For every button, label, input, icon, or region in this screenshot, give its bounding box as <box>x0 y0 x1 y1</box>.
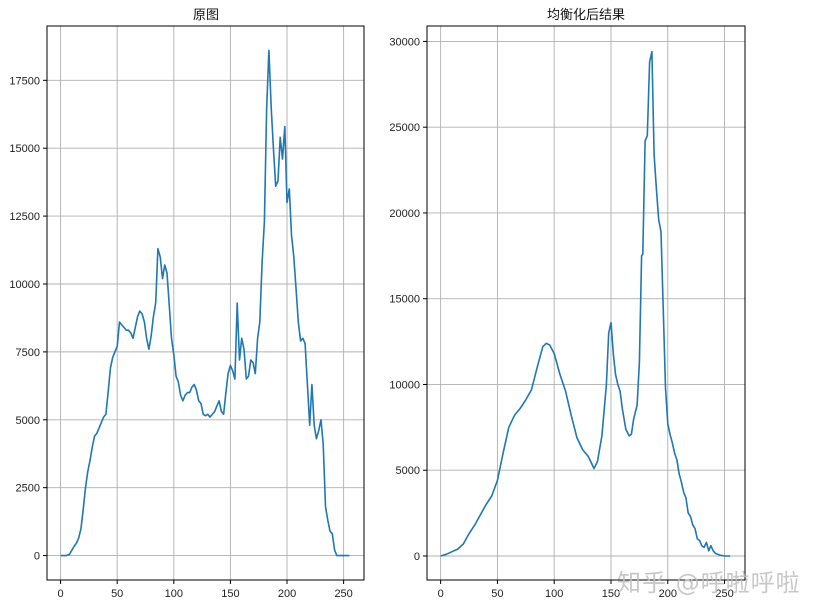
x-tick-label: 200 <box>278 588 296 600</box>
y-tick-label: 15000 <box>389 294 420 306</box>
axis-ticks: 0 50 100 150 200 250 0 5000 10000 15000 20000 25000… <box>389 36 733 600</box>
x-tick-label: 250 <box>715 588 733 600</box>
x-tick-label: 250 <box>334 588 352 600</box>
x-tick-label: 200 <box>659 588 677 600</box>
histogram-line-equalized <box>440 50 731 557</box>
y-tick-label: 2500 <box>16 483 40 495</box>
subplot-original-histogram: 原图 0 50 100 150 200 2500250050007500100001250… <box>9 8 365 600</box>
x-tick-label: 0 <box>438 588 444 600</box>
subplot-title-original: 原图 <box>193 8 219 23</box>
axes-frame <box>46 25 365 581</box>
y-tick-label: 12500 <box>9 211 40 223</box>
axis-ticks: 0 50 100 150 200 2500250050007500100001250015… <box>9 75 352 600</box>
y-tick-label: 10000 <box>9 279 40 291</box>
y-tick-label: 25000 <box>389 122 420 134</box>
x-tick-label: 150 <box>221 588 239 600</box>
y-tick-label: 5000 <box>16 415 40 427</box>
histogram-line-original <box>60 49 350 557</box>
y-tick-label: 20000 <box>389 208 420 220</box>
y-tick-label: 30000 <box>389 36 420 48</box>
gridlines <box>427 26 745 580</box>
x-tick-label: 50 <box>491 588 503 600</box>
x-tick-label: 150 <box>602 588 620 600</box>
x-tick-label: 100 <box>165 588 183 600</box>
y-tick-label: 17500 <box>9 75 40 87</box>
y-tick-label: 0 <box>414 551 420 563</box>
watermark-text: 知乎 @呼啦呼啦 <box>617 569 801 597</box>
subplot-equalized-histogram: 均衡化后结果 0 50 100 150 200 250 0 5000 10000 15000 200… <box>389 8 746 600</box>
y-tick-label: 5000 <box>396 465 420 477</box>
axes-frame <box>426 25 746 581</box>
y-tick-label: 10000 <box>389 379 420 391</box>
gridlines <box>47 26 364 580</box>
y-tick-label: 0 <box>34 551 40 563</box>
y-tick-label: 15000 <box>9 143 40 155</box>
x-tick-label: 50 <box>111 588 123 600</box>
y-tick-label: 7500 <box>16 347 40 359</box>
x-tick-label: 100 <box>545 588 563 600</box>
subplot-title-equalized: 均衡化后结果 <box>547 8 625 23</box>
x-tick-label: 0 <box>58 588 64 600</box>
